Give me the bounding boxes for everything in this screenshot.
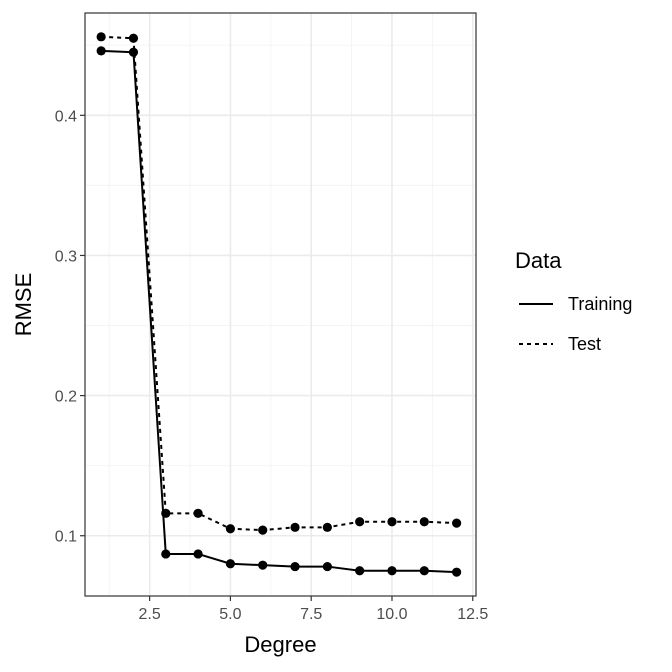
- point-test: [355, 517, 365, 527]
- point-test: [96, 32, 106, 42]
- point-test: [225, 524, 236, 534]
- legend-label-training: Training: [568, 294, 632, 314]
- point-training: [322, 561, 332, 572]
- legend: Data Training Test: [515, 248, 632, 354]
- point-training: [387, 566, 397, 576]
- point-test: [290, 522, 300, 532]
- point-training: [355, 566, 365, 576]
- x-tick-label: 12.5: [457, 606, 488, 623]
- point-test: [258, 525, 268, 535]
- axis-ticks: 2.5 5.0 7.5 10.0 12.5 0.1 0.2 0.3 0.4: [55, 108, 489, 623]
- point-training: [258, 560, 268, 570]
- y-tick-label: 0.4: [55, 108, 77, 125]
- x-tick-label: 5.0: [219, 606, 241, 623]
- y-axis-title: RMSE: [11, 273, 36, 337]
- point-test: [161, 508, 171, 518]
- point-training: [419, 566, 429, 576]
- legend-title: Data: [515, 248, 562, 273]
- panel-border: [84, 12, 477, 597]
- point-training: [225, 559, 236, 569]
- x-axis-title: Degree: [244, 632, 316, 657]
- point-test: [322, 522, 332, 532]
- series-line-test: [101, 35, 457, 532]
- point-training: [161, 549, 171, 559]
- series-layer: [96, 32, 462, 577]
- point-test: [128, 33, 139, 43]
- x-tick-label: 2.5: [139, 606, 161, 623]
- legend-label-test: Test: [568, 334, 601, 354]
- point-training: [290, 561, 300, 572]
- point-training: [193, 549, 203, 559]
- point-test: [419, 517, 429, 527]
- point-test: [387, 517, 397, 527]
- x-tick-label: 7.5: [300, 606, 322, 623]
- y-tick-label: 0.2: [55, 389, 77, 406]
- x-tick-label: 10.0: [376, 606, 407, 623]
- y-tick-label: 0.3: [55, 248, 77, 265]
- series-line-training: [101, 49, 457, 574]
- point-training: [96, 46, 106, 56]
- point-test: [193, 508, 203, 518]
- point-test: [452, 518, 462, 528]
- point-training: [128, 47, 139, 57]
- point-training: [452, 567, 462, 577]
- y-tick-label: 0.1: [55, 529, 77, 546]
